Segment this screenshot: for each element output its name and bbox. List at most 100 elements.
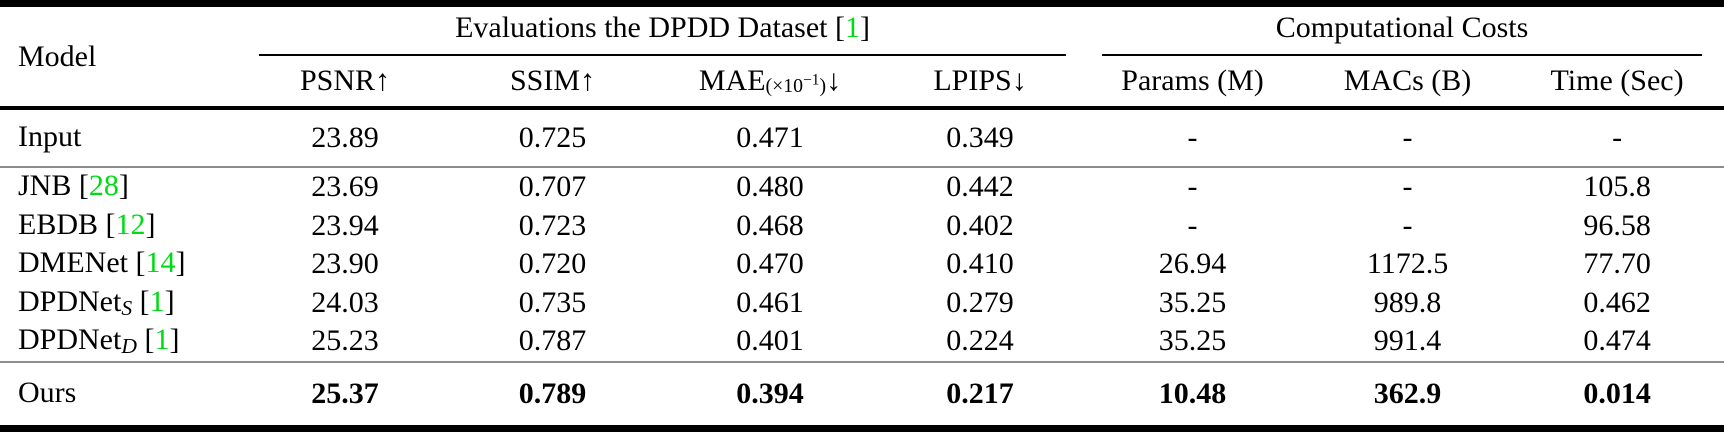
- psnr-value: 25.23: [311, 324, 379, 358]
- citation-number: 1: [844, 11, 860, 44]
- metric-sup: −1: [803, 71, 820, 89]
- time-value: 0.462: [1583, 285, 1651, 319]
- column-header-ssim: SSIM↑: [445, 56, 660, 110]
- up-arrow-icon: ↑: [375, 63, 391, 97]
- macs-value: -: [1305, 110, 1511, 168]
- column-header-model: Model: [0, 7, 245, 110]
- mae-value: 0.461: [736, 285, 804, 319]
- metric-label: SSIM: [509, 63, 581, 97]
- citation-bracket: ]: [145, 207, 156, 241]
- metric-sub-open: (×10: [765, 75, 804, 98]
- model-label: JNB: [18, 169, 72, 203]
- psnr-value: 24.03: [311, 285, 379, 319]
- model-header-label: Model: [18, 39, 97, 73]
- ssim-value: 0.707: [518, 170, 587, 204]
- params-value: 10.48: [1080, 360, 1306, 425]
- table-row-input: Input 23.89 0.725 0.471 0.349 - - -: [0, 110, 1724, 168]
- model-name: JNB [28]: [0, 168, 245, 207]
- lpips-value: 0.217: [880, 360, 1081, 425]
- column-header-params: Params (M): [1080, 56, 1306, 110]
- ssim-value: 0.725: [445, 110, 660, 168]
- ssim-value: 0.787: [518, 324, 587, 358]
- lpips-value: 0.224: [946, 324, 1014, 358]
- metric-header-row: PSNR↑ SSIM↑ MAE(×10−1)↓ LPIPS↓ Params (M…: [0, 56, 1724, 110]
- table-row-ebdb: EBDB [12] 23.94 0.723 0.468 0.402 - - 96…: [0, 206, 1724, 245]
- metric-label: Params (M): [1121, 64, 1264, 97]
- citation-bracket: ]: [164, 284, 175, 318]
- macs-value: 1172.5: [1366, 247, 1449, 281]
- model-label: DMENet: [18, 246, 128, 280]
- metric-label: MAE: [698, 63, 766, 97]
- citation-number: 1: [154, 323, 170, 357]
- time-value: 0.014: [1510, 360, 1724, 425]
- time-value: 0.474: [1583, 324, 1651, 358]
- model-name: EBDB [12]: [0, 206, 245, 245]
- model-label: Input: [18, 119, 82, 153]
- table-row-dmenet: DMENet [14] 23.90 0.720 0.470 0.410 26.9…: [0, 245, 1724, 284]
- time-value: 77.70: [1583, 247, 1651, 281]
- lpips-value: 0.442: [946, 170, 1014, 204]
- mae-value: 0.394: [660, 360, 880, 425]
- citation-number: 1: [149, 284, 165, 318]
- group-dpdd-label: Evaluations the DPDD Dataset: [455, 11, 828, 44]
- psnr-value: 23.69: [311, 170, 379, 204]
- lpips-value: 0.279: [946, 285, 1014, 319]
- time-value: -: [1510, 110, 1724, 168]
- psnr-value: 25.37: [245, 360, 445, 425]
- psnr-value: 23.90: [311, 247, 379, 281]
- mae-value: 0.471: [660, 110, 880, 168]
- column-header-time: Time (Sec): [1510, 56, 1724, 110]
- params-value: -: [1187, 208, 1198, 242]
- macs-value: 989.8: [1373, 285, 1442, 319]
- citation-bracket: [: [71, 169, 89, 203]
- model-subscript: D: [121, 334, 137, 359]
- citation-bracket: ]: [175, 246, 186, 280]
- citation-bracket: [: [827, 11, 845, 44]
- model-name: Input: [0, 110, 245, 168]
- citation-bracket: [: [127, 246, 146, 280]
- params-value: 26.94: [1158, 247, 1227, 281]
- model-name: DMENet [14]: [0, 245, 245, 284]
- column-header-psnr: PSNR↑: [245, 56, 445, 110]
- metric-sub-close: ): [819, 75, 827, 98]
- model-name: DPDNetS [1]: [0, 284, 245, 323]
- down-arrow-icon: ↓: [826, 63, 842, 97]
- model-label: DPDNet: [18, 323, 122, 357]
- group-header-row: Model Evaluations the DPDD Dataset [1] C…: [0, 7, 1724, 110]
- citation-bracket: [: [98, 207, 116, 241]
- metric-sub: (×10−1): [765, 71, 827, 98]
- time-value: 105.8: [1583, 170, 1651, 204]
- lpips-value: 0.410: [946, 247, 1014, 281]
- group-header-costs: Computational Costs: [1080, 7, 1724, 56]
- citation-number: 28: [88, 169, 119, 203]
- group-header-dpdd: Evaluations the DPDD Dataset [1]: [245, 7, 1080, 56]
- model-name: Ours: [0, 360, 245, 425]
- ssim-value: 0.789: [445, 360, 660, 425]
- params-value: 35.25: [1158, 285, 1227, 319]
- model-name: DPDNetD [1]: [0, 322, 245, 361]
- metric-label: PSNR: [299, 63, 376, 97]
- table-row-jnb: JNB [28] 23.69 0.707 0.480 0.442 - - 105…: [0, 168, 1724, 207]
- citation-bracket: ]: [169, 323, 180, 357]
- mae-value: 0.480: [736, 170, 804, 204]
- citation-number: 12: [115, 207, 146, 241]
- metric-label: MACs (B): [1343, 64, 1472, 97]
- model-subscript: S: [121, 295, 133, 320]
- model-label: DPDNet: [18, 284, 122, 318]
- time-value: 96.58: [1583, 208, 1651, 242]
- mae-value: 0.468: [736, 208, 804, 242]
- model-label: EBDB: [18, 207, 99, 241]
- group-costs-underline: Computational Costs: [1102, 7, 1703, 56]
- column-header-lpips: LPIPS↓: [880, 56, 1081, 110]
- group-costs-label: Computational Costs: [1275, 11, 1529, 44]
- ssim-value: 0.723: [518, 208, 587, 242]
- group-dpdd-underline: Evaluations the DPDD Dataset [1]: [259, 7, 1067, 56]
- metric-label: Time (Sec): [1550, 64, 1684, 97]
- macs-value: 362.9: [1305, 360, 1511, 425]
- column-header-mae: MAE(×10−1)↓: [660, 56, 880, 110]
- citation-number: 14: [145, 246, 176, 280]
- macs-value: 991.4: [1373, 324, 1442, 358]
- table-row-ours: Ours 25.37 0.789 0.394 0.217 10.48 362.9…: [0, 360, 1724, 425]
- psnr-value: 23.94: [311, 208, 379, 242]
